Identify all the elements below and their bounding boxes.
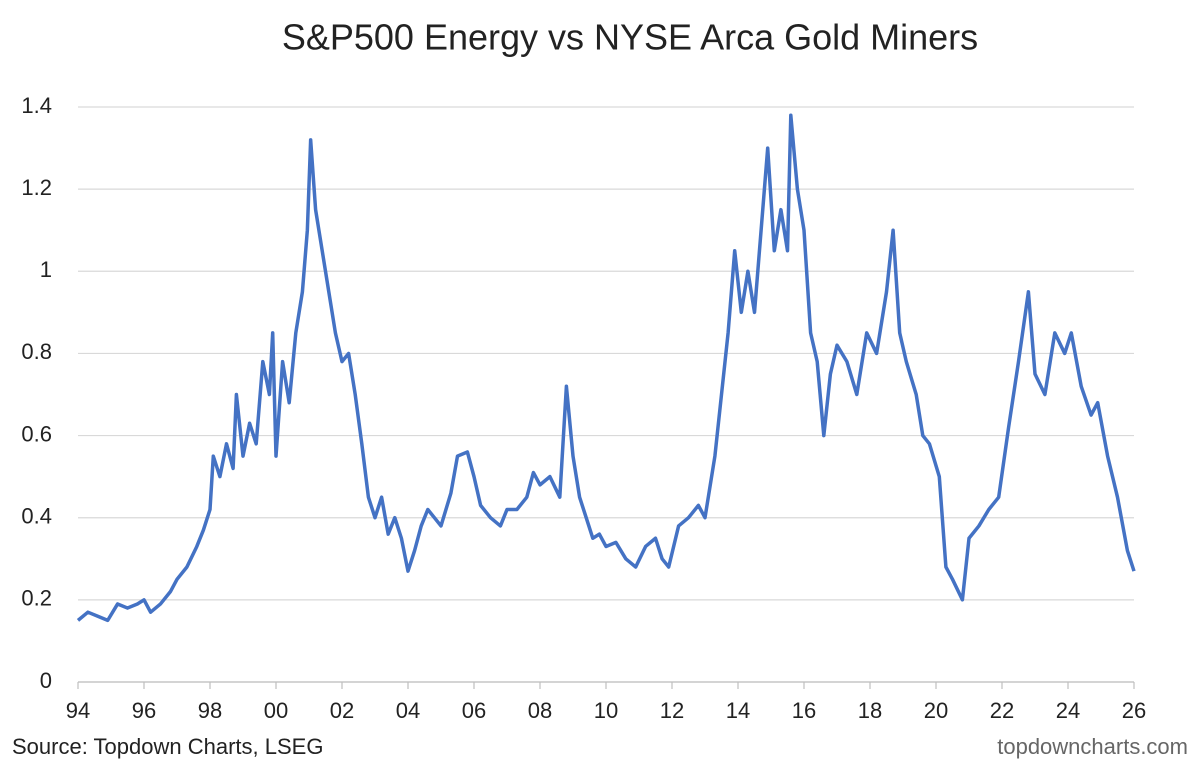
watermark: topdowncharts.com xyxy=(997,734,1188,759)
x-tick-label: 02 xyxy=(330,698,354,723)
source-note: Source: Topdown Charts, LSEG xyxy=(12,734,323,759)
x-tick-label: 04 xyxy=(396,698,420,723)
x-tick-label: 24 xyxy=(1056,698,1080,723)
y-tick-label: 0.8 xyxy=(21,339,52,364)
y-tick-label: 0.6 xyxy=(21,421,52,446)
y-tick-label: 1.4 xyxy=(21,93,52,118)
x-tick-label: 16 xyxy=(792,698,816,723)
x-tick-label: 98 xyxy=(198,698,222,723)
x-tick-label: 96 xyxy=(132,698,156,723)
y-tick-label: 0 xyxy=(40,668,52,693)
x-tick-label: 26 xyxy=(1122,698,1146,723)
y-tick-label: 0.4 xyxy=(21,504,52,529)
x-tick-label: 18 xyxy=(858,698,882,723)
y-tick-label: 1.2 xyxy=(21,175,52,200)
y-tick-label: 0.2 xyxy=(21,586,52,611)
x-tick-label: 94 xyxy=(66,698,90,723)
x-tick-label: 20 xyxy=(924,698,948,723)
x-tick-label: 08 xyxy=(528,698,552,723)
x-tick-label: 12 xyxy=(660,698,684,723)
data-line xyxy=(76,113,1136,623)
x-tick-label: 10 xyxy=(594,698,618,723)
chart-title: S&P500 Energy vs NYSE Arca Gold Miners xyxy=(282,17,978,58)
x-tick-label: 14 xyxy=(726,698,750,723)
x-tick-label: 06 xyxy=(462,698,486,723)
x-tick-label: 22 xyxy=(990,698,1014,723)
y-tick-label: 1 xyxy=(40,257,52,282)
x-tick-label: 00 xyxy=(264,698,288,723)
